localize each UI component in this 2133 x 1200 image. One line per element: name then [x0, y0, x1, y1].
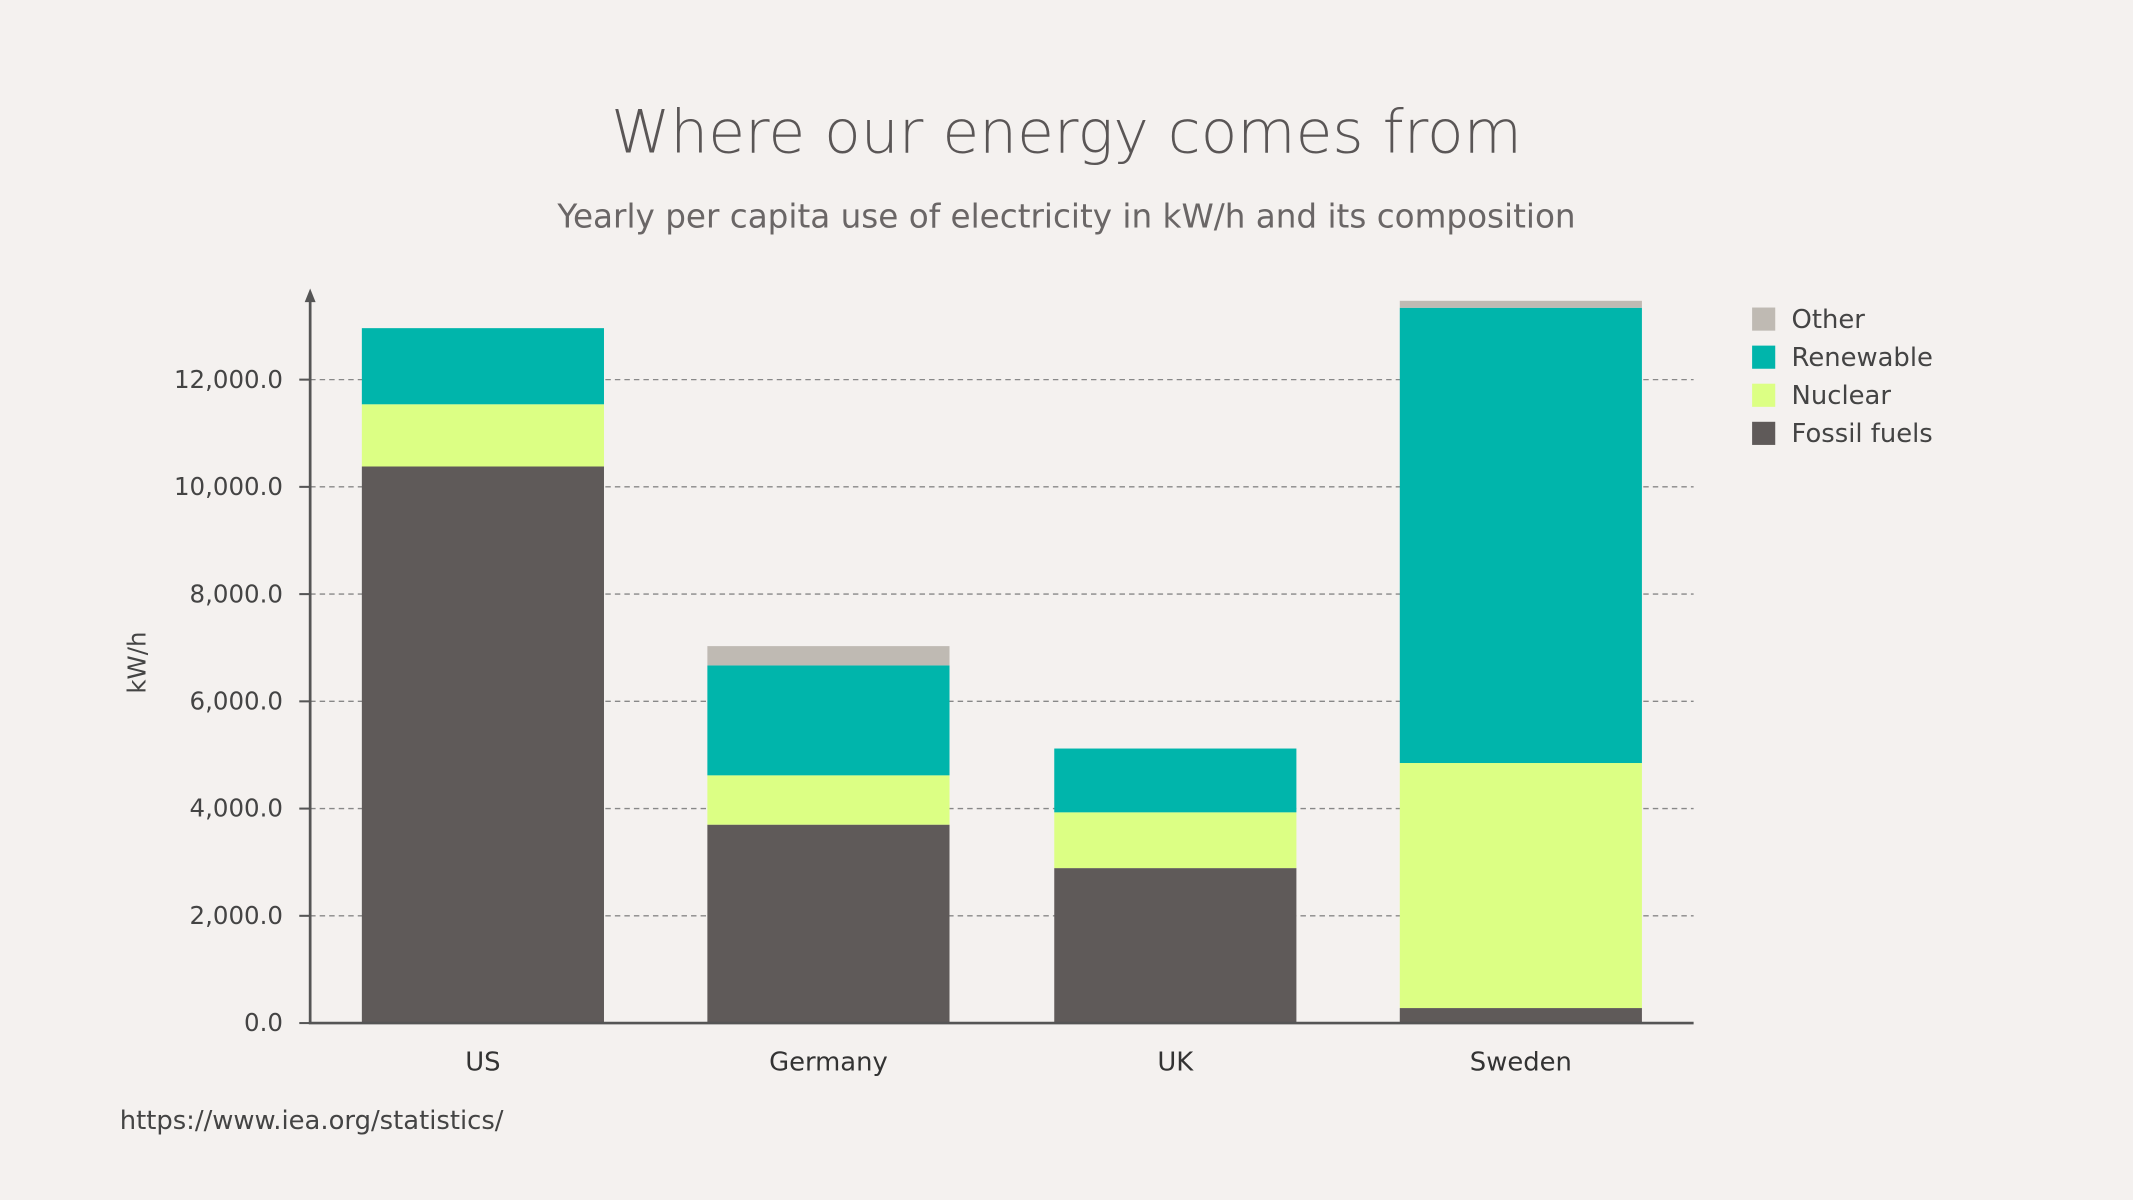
bar-sweden-other [1399, 300, 1642, 308]
source-link[interactable]: https://www.iea.org/statistics/ [120, 1106, 504, 1136]
legend-item[interactable]: Renewable [1792, 343, 1933, 373]
legend-swatch [1752, 383, 1776, 407]
bar-germany-renewable [707, 665, 950, 776]
legend-item[interactable]: Other [1792, 305, 1866, 335]
legend-swatch [1752, 421, 1776, 445]
legend-item[interactable]: Nuclear [1792, 381, 1892, 411]
bar-sweden-nuclear [1399, 763, 1642, 1009]
y-axis-label: kW/h [123, 632, 152, 694]
x-tick-label: US [465, 1048, 500, 1078]
x-tick-label: UK [1157, 1048, 1194, 1078]
bar-germany-other [707, 646, 950, 666]
y-tick-label: 4,000.0 [190, 794, 283, 823]
legend-swatch [1752, 345, 1776, 369]
x-tick-label: Sweden [1470, 1048, 1572, 1078]
bar-us-fossil-fuels [361, 466, 604, 1024]
y-axis-arrow-icon [304, 288, 316, 303]
chart-title: Where our energy comes from [611, 97, 1522, 167]
legend-swatch [1752, 307, 1776, 331]
y-tick-label: 2,000.0 [190, 901, 283, 930]
bar-uk-fossil-fuels [1054, 868, 1297, 1024]
bar-sweden-fossil-fuels [1399, 1008, 1642, 1024]
bar-sweden-renewable [1399, 307, 1642, 764]
bar-germany-nuclear [707, 775, 950, 825]
bars [361, 300, 1642, 1024]
y-tick-label: 6,000.0 [190, 687, 283, 716]
bar-germany-fossil-fuels [707, 824, 950, 1024]
bar-us-nuclear [361, 404, 604, 467]
bar-us-renewable [361, 328, 604, 405]
chart-subtitle: Yearly per capita use of electricity in … [556, 197, 1575, 235]
y-tick-label: 12,000.0 [174, 365, 283, 394]
y-tick-label: 8,000.0 [190, 579, 283, 608]
axes [304, 288, 1694, 1025]
y-tick-label: 10,000.0 [174, 472, 283, 501]
legend: Other Renewable Nuclear Fossil fuels [1752, 305, 1933, 449]
bar-uk-nuclear [1054, 812, 1297, 869]
y-tick-label: 0.0 [244, 1008, 283, 1037]
legend-item[interactable]: Fossil fuels [1792, 419, 1933, 449]
bar-uk-renewable [1054, 748, 1297, 813]
x-tick-label: Germany [769, 1048, 888, 1078]
